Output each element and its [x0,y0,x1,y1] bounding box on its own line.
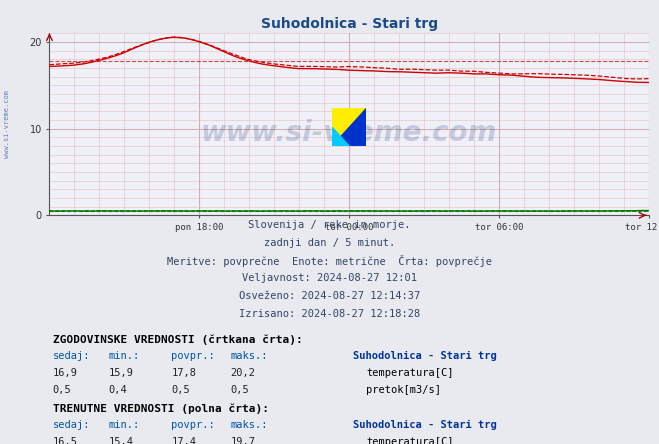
Text: maks.:: maks.: [231,351,268,361]
Text: zadnji dan / 5 minut.: zadnji dan / 5 minut. [264,238,395,248]
Text: 16,9: 16,9 [53,368,78,378]
Text: TRENUTNE VREDNOSTI (polna črta):: TRENUTNE VREDNOSTI (polna črta): [53,404,269,414]
Text: 17,4: 17,4 [171,437,196,444]
Polygon shape [332,127,349,146]
Text: temperatura[C]: temperatura[C] [366,368,454,378]
Text: Osveženo: 2024-08-27 12:14:37: Osveženo: 2024-08-27 12:14:37 [239,291,420,301]
Text: 15,9: 15,9 [109,368,134,378]
Text: ZGODOVINSKE VREDNOSTI (črtkana črta):: ZGODOVINSKE VREDNOSTI (črtkana črta): [53,334,302,345]
Text: 15,4: 15,4 [109,437,134,444]
Text: Suhodolnica - Stari trg: Suhodolnica - Stari trg [353,420,496,430]
Text: sedaj:: sedaj: [53,351,90,361]
Text: 0,5: 0,5 [231,385,249,395]
Text: min.:: min.: [109,351,140,361]
Text: min.:: min.: [109,420,140,430]
Text: Slovenija / reke in morje.: Slovenija / reke in morje. [248,220,411,230]
Text: maks.:: maks.: [231,420,268,430]
Text: 16,5: 16,5 [53,437,78,444]
Text: povpr.:: povpr.: [171,351,215,361]
Text: 0,5: 0,5 [171,385,190,395]
Text: sedaj:: sedaj: [53,420,90,430]
Text: Izrisano: 2024-08-27 12:18:28: Izrisano: 2024-08-27 12:18:28 [239,309,420,319]
Polygon shape [332,108,366,146]
Text: 17,8: 17,8 [171,368,196,378]
Text: Meritve: povprečne  Enote: metrične  Črta: povprečje: Meritve: povprečne Enote: metrične Črta:… [167,255,492,267]
Text: 0,4: 0,4 [109,385,127,395]
Text: www.si-vreme.com: www.si-vreme.com [201,119,498,147]
Text: 19,7: 19,7 [231,437,256,444]
Text: www.si-vreme.com: www.si-vreme.com [3,90,10,159]
Text: Suhodolnica - Stari trg: Suhodolnica - Stari trg [353,351,496,361]
Text: pretok[m3/s]: pretok[m3/s] [366,385,442,395]
Text: 0,5: 0,5 [53,385,71,395]
Text: 20,2: 20,2 [231,368,256,378]
Text: povpr.:: povpr.: [171,420,215,430]
Title: Suhodolnica - Stari trg: Suhodolnica - Stari trg [261,17,438,31]
Polygon shape [332,108,366,146]
Text: Veljavnost: 2024-08-27 12:01: Veljavnost: 2024-08-27 12:01 [242,273,417,283]
Text: temperatura[C]: temperatura[C] [366,437,454,444]
